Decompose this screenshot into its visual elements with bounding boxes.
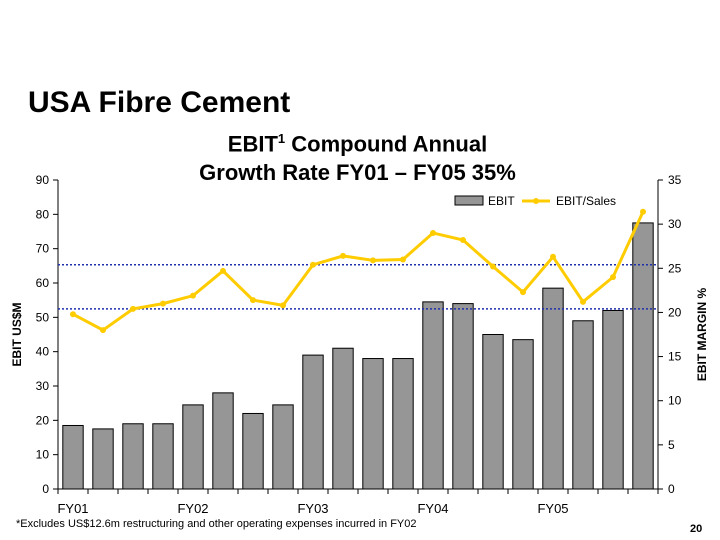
slide-title: USA Fibre Cement xyxy=(28,86,291,119)
y-tick-label: 70 xyxy=(36,242,50,256)
legend-ebit-sales-label: EBIT/Sales xyxy=(556,194,616,208)
chart-title-suffix: Compound Annual xyxy=(285,131,488,157)
ebit-bar xyxy=(452,303,474,490)
ebit-bar xyxy=(212,392,234,490)
ebit-sales-point xyxy=(610,274,616,281)
ebit-bar xyxy=(482,334,504,490)
ebit-bar xyxy=(422,301,444,490)
ebit-bar xyxy=(152,423,174,490)
page-number: 20 xyxy=(690,523,703,535)
ebit-sales-point xyxy=(250,297,256,304)
y-tick-label: 50 xyxy=(36,310,50,324)
legend-ebit-sales-marker xyxy=(533,198,539,204)
y2-axis-label: EBIT MARGIN % xyxy=(695,288,709,382)
x-tick-label: FY03 xyxy=(297,501,328,516)
ebit-sales-point xyxy=(340,252,346,259)
ebit-sales-point xyxy=(280,302,286,309)
ebit-bar xyxy=(392,358,414,490)
footnote: *Excludes US$12.6m restructuring and oth… xyxy=(16,518,417,530)
chart-title-line-2: Growth Rate FY01 – FY05 35% xyxy=(199,160,516,186)
chart-title-prefix: EBIT xyxy=(227,131,278,157)
ebit-sales-point xyxy=(580,298,586,305)
y-tick-label: 90 xyxy=(36,173,50,187)
ebit-sales-point xyxy=(100,327,106,334)
ebit-bar xyxy=(572,320,594,490)
chart-title: EBIT1 Compound Annual Growth Rate FY01 –… xyxy=(150,124,565,187)
y2-tick-label: 35 xyxy=(668,173,682,187)
legend-ebit-swatch xyxy=(454,195,484,206)
ebit-bar xyxy=(182,404,204,490)
ebit-sales-point xyxy=(160,300,166,307)
x-tick-label: FY01 xyxy=(57,501,88,516)
y-tick-label: 80 xyxy=(36,207,50,221)
y2-tick-label: 25 xyxy=(668,261,682,275)
x-tick-label: FY02 xyxy=(177,501,208,516)
ebit-bar xyxy=(602,309,624,490)
ebit-bar xyxy=(62,424,84,490)
ebit-bar xyxy=(512,339,534,490)
footnote-marker: 1 xyxy=(277,131,286,146)
y2-tick-label: 10 xyxy=(668,394,682,408)
y-tick-label: 0 xyxy=(42,482,49,496)
x-tick-label: FY05 xyxy=(537,501,568,516)
ebit-bar xyxy=(542,287,564,490)
y-axis-label: EBIT US$M xyxy=(10,302,24,366)
ebit-bar xyxy=(122,423,144,490)
y-tick-label: 30 xyxy=(36,379,50,393)
y-tick-label: 10 xyxy=(36,448,50,462)
ebit-sales-point xyxy=(460,237,466,244)
chart-title-line-1: EBIT1 Compound Annual xyxy=(150,124,565,158)
legend-ebit-label: EBIT xyxy=(488,194,515,208)
ebit-sales-point xyxy=(370,257,376,264)
ebit-bar xyxy=(302,354,324,490)
y2-tick-label: 30 xyxy=(668,217,682,231)
ebit-bar xyxy=(632,222,654,490)
y-tick-label: 20 xyxy=(36,413,50,427)
ebit-sales-point xyxy=(430,229,436,236)
ebit-sales-point xyxy=(490,263,496,270)
ebit-sales-point xyxy=(130,305,136,312)
ebit-bar xyxy=(242,412,264,490)
ebit-sales-point xyxy=(640,208,646,215)
ebit-sales-point xyxy=(550,253,556,260)
y2-tick-label: 0 xyxy=(668,482,675,496)
y2-tick-label: 5 xyxy=(668,438,675,452)
ebit-bar xyxy=(332,347,354,490)
ebit-sales-point xyxy=(520,289,526,296)
y-tick-label: 60 xyxy=(36,276,50,290)
ebit-bar xyxy=(362,358,384,490)
ebit-bar xyxy=(272,404,294,490)
ebit-sales-point xyxy=(400,256,406,263)
ebit-sales-point xyxy=(70,311,76,318)
ebit-sales-point xyxy=(310,261,316,268)
y2-tick-label: 20 xyxy=(668,305,682,319)
y2-tick-label: 15 xyxy=(668,350,682,364)
y-tick-label: 40 xyxy=(36,345,50,359)
ebit-sales-line xyxy=(72,211,645,332)
ebit-sales-point xyxy=(220,267,226,274)
x-tick-label: FY04 xyxy=(417,501,448,516)
ebit-sales-point xyxy=(190,292,196,299)
ebit-bar xyxy=(92,428,114,490)
